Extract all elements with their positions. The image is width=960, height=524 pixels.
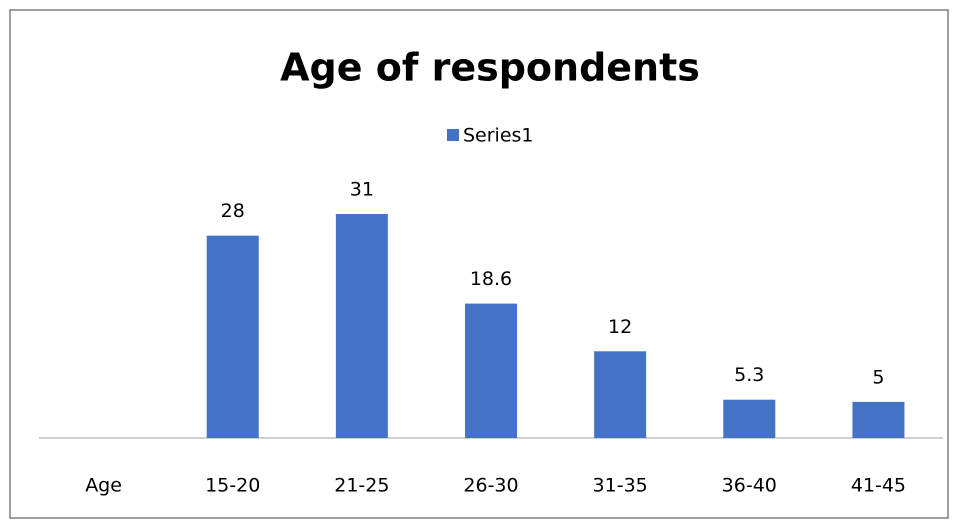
x-tick-label: 15-20 bbox=[205, 475, 260, 497]
legend-swatch bbox=[447, 129, 459, 141]
data-label: 18.6 bbox=[470, 268, 512, 290]
bar bbox=[723, 399, 776, 438]
x-tick-label: 41-45 bbox=[851, 475, 906, 497]
data-label: 5 bbox=[872, 366, 884, 388]
bar bbox=[465, 303, 517, 438]
x-tick-label: 21-25 bbox=[334, 475, 389, 497]
data-label: 28 bbox=[221, 200, 245, 222]
bar bbox=[852, 401, 905, 438]
legend-label: Series1 bbox=[463, 125, 534, 147]
x-tick-label: Age bbox=[85, 475, 122, 497]
bar bbox=[206, 235, 259, 438]
bar bbox=[594, 351, 647, 438]
x-tick-label: 36-40 bbox=[722, 475, 777, 497]
x-tick-label: 31-35 bbox=[593, 475, 648, 497]
data-label: 12 bbox=[608, 316, 632, 338]
data-label: 5.3 bbox=[734, 364, 764, 386]
x-tick-label: 26-30 bbox=[463, 475, 518, 497]
bar bbox=[335, 214, 388, 438]
data-label: 31 bbox=[350, 179, 374, 201]
chart-title: Age of respondents bbox=[280, 46, 700, 90]
